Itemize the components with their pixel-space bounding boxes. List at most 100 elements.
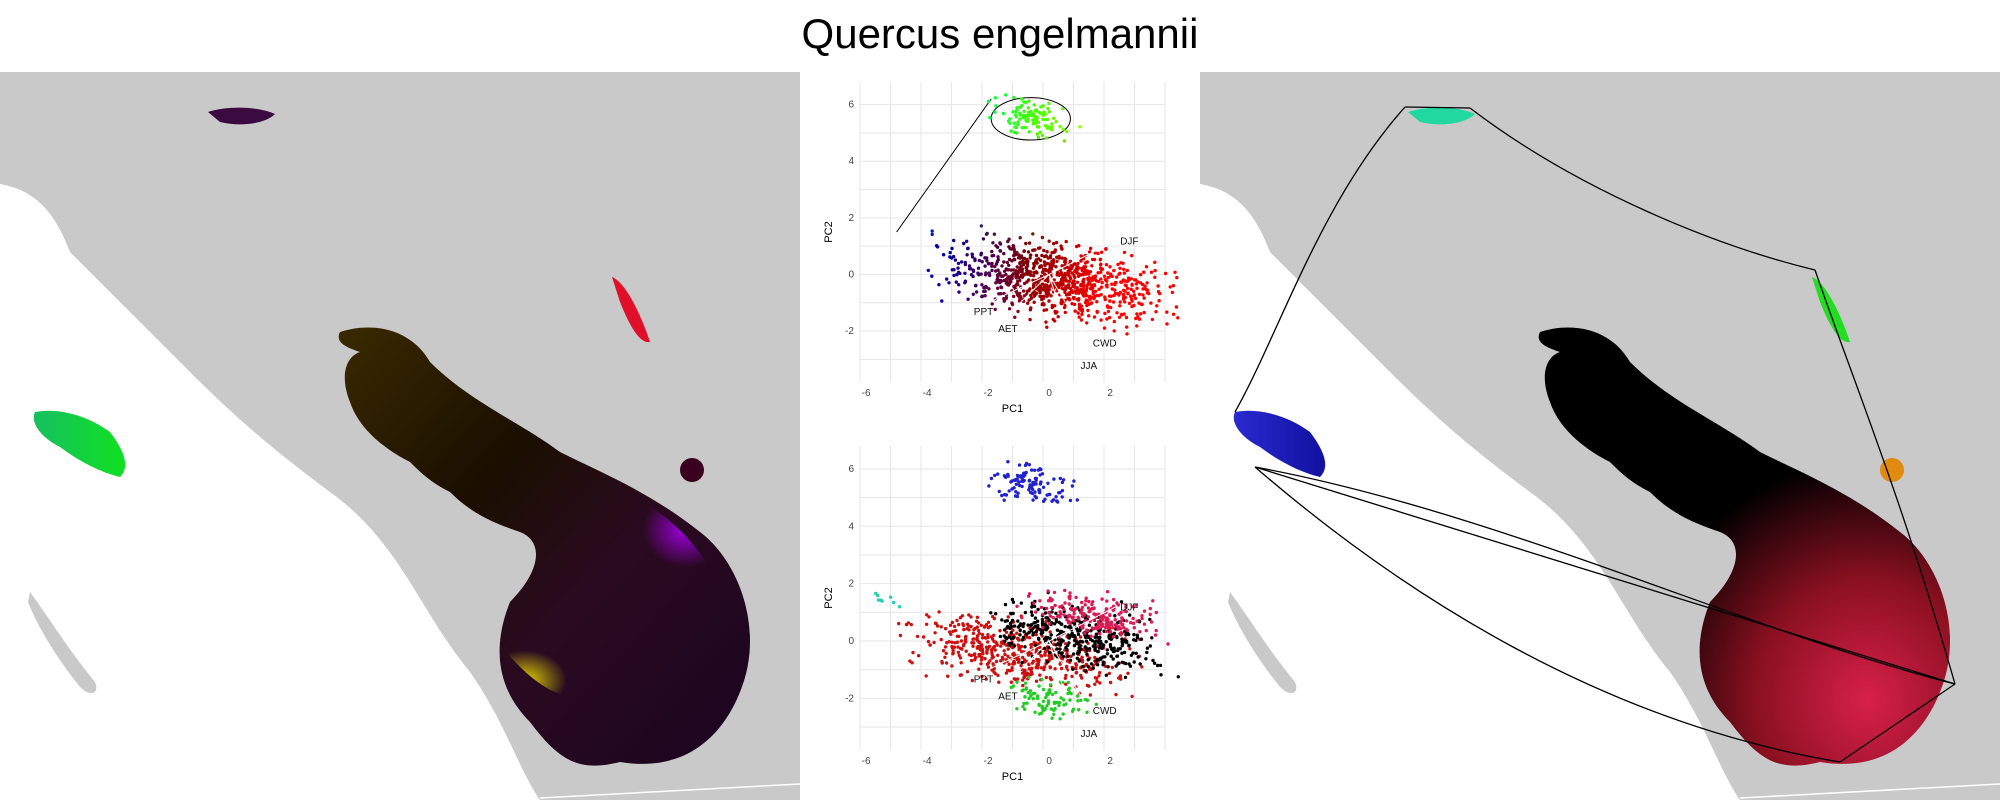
scatter-point (1023, 645, 1027, 649)
scatter-point (1100, 267, 1105, 271)
scatter-point (1034, 253, 1039, 258)
scatter-point (1006, 119, 1011, 123)
scatter-point (1082, 289, 1087, 293)
scatter-point (1050, 122, 1054, 126)
scatter-point (994, 281, 998, 285)
scatter-point (983, 657, 987, 661)
scatter-point (1111, 626, 1115, 630)
y-tick-label: 6 (848, 100, 854, 111)
scatter-point (1039, 480, 1043, 484)
scatter-point (1113, 282, 1117, 287)
scatter-point (1038, 265, 1042, 270)
scatter-point (1032, 601, 1036, 605)
scatter-point (1057, 650, 1061, 655)
scatter-point (1025, 119, 1030, 123)
scatter-point (1032, 103, 1036, 107)
scatter-point (1051, 260, 1056, 265)
scatter-point (1063, 257, 1068, 262)
scatter-point (1019, 97, 1024, 101)
scatter-point (1057, 254, 1061, 259)
scatter-point (1023, 695, 1027, 699)
scatter-point (1122, 271, 1127, 275)
scatter-point (1155, 663, 1160, 668)
scatter-point (1112, 293, 1116, 298)
scatter-point (965, 253, 969, 257)
scatter-point (965, 239, 969, 243)
scatter-point (1077, 659, 1081, 663)
scatter-point (1033, 620, 1037, 625)
figure-title: Quercus engelmannii (801, 10, 1199, 57)
scatter-point (1006, 615, 1010, 619)
scatter-point (1024, 687, 1028, 691)
y-tick-label: 6 (848, 464, 854, 475)
scatter-point (1085, 284, 1089, 288)
scatter-point (1094, 612, 1098, 617)
scatter-point (1047, 126, 1052, 130)
scatter-point (1124, 605, 1128, 609)
scatter-point (1118, 300, 1122, 304)
scatter-point (1024, 241, 1028, 246)
scatter-point (1112, 597, 1116, 602)
scatter-point (1085, 652, 1089, 656)
scatter-point (974, 619, 979, 623)
scatter-point (1029, 694, 1033, 698)
scatter-point (1012, 624, 1017, 628)
scatter-point (1018, 236, 1022, 240)
scatter-point (1043, 283, 1047, 287)
scatter-point (1111, 300, 1116, 304)
scatter-point (876, 598, 881, 602)
scatter-point (1135, 633, 1139, 637)
hull-line (1254, 466, 1956, 685)
scatter-point (1040, 270, 1045, 274)
scatter-point (1038, 258, 1043, 263)
scatter-point (951, 648, 955, 653)
scatter-point (1173, 270, 1177, 274)
scatter-point (970, 252, 974, 256)
scatter-point (1009, 680, 1014, 684)
scatter-point (1016, 282, 1020, 287)
scatter-point (991, 241, 995, 245)
scatter-point (1059, 666, 1064, 671)
scatter-point (1013, 315, 1017, 319)
scatter-point (1072, 302, 1077, 307)
scatter-point (967, 653, 971, 657)
scatter-point (1058, 642, 1063, 647)
scatter-point (1122, 650, 1127, 655)
scatter-point (1075, 656, 1079, 660)
scatter-point (1137, 301, 1141, 305)
scatter-point (891, 600, 896, 605)
scatter-point (1026, 301, 1030, 305)
scatter-point (1022, 675, 1026, 680)
scatter-point (1059, 280, 1063, 285)
scatter-point (1149, 270, 1154, 274)
scatter-point (1110, 623, 1114, 627)
scatter-point (998, 249, 1003, 253)
scatter-point (1004, 296, 1009, 300)
scatter-point (1079, 318, 1084, 322)
scatter-point (1043, 267, 1048, 272)
scatter-point (1015, 680, 1019, 684)
scatter-point (1017, 645, 1021, 650)
scatter-point (992, 633, 996, 637)
scatter-point (1105, 317, 1109, 321)
scatter-point (1047, 622, 1051, 626)
scatter-point (1061, 275, 1065, 280)
scatter-point (1129, 287, 1133, 291)
scatter-point (1030, 491, 1035, 496)
scatter-point (1022, 281, 1027, 286)
scatter-point (1064, 673, 1068, 678)
scatter-point (1132, 626, 1136, 630)
scatter-point (1125, 279, 1129, 284)
scatter-point (1015, 707, 1019, 711)
scatter-point (1026, 106, 1030, 110)
scatter-point (940, 299, 944, 303)
scatter-point (1033, 691, 1037, 695)
scatter-point (1068, 498, 1073, 503)
hull-outline (990, 97, 1071, 141)
scatter-point (983, 635, 987, 640)
scatter-point (959, 661, 963, 665)
scatter-point (998, 241, 1002, 245)
scatter-point (1089, 286, 1093, 291)
scatter-point (1058, 490, 1062, 495)
scatter-point (1139, 637, 1144, 641)
